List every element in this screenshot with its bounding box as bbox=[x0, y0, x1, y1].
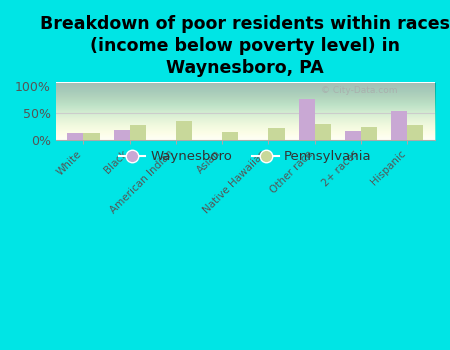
Bar bbox=[176, 121, 192, 140]
Bar bbox=[130, 125, 146, 140]
Legend: Waynesboro, Pennsylvania: Waynesboro, Pennsylvania bbox=[114, 145, 377, 169]
Bar bbox=[391, 111, 407, 140]
Bar bbox=[315, 124, 331, 140]
Bar bbox=[345, 132, 361, 140]
Bar bbox=[222, 132, 239, 140]
Title: Breakdown of poor residents within races
(income below poverty level) in
Waynesb: Breakdown of poor residents within races… bbox=[40, 15, 450, 77]
Bar bbox=[361, 127, 377, 140]
Text: © City-Data.com: © City-Data.com bbox=[321, 86, 398, 95]
Bar bbox=[407, 125, 423, 140]
Bar bbox=[269, 128, 285, 140]
Bar bbox=[298, 99, 315, 140]
Bar bbox=[68, 133, 84, 140]
Bar bbox=[113, 131, 130, 140]
Bar bbox=[84, 133, 100, 140]
